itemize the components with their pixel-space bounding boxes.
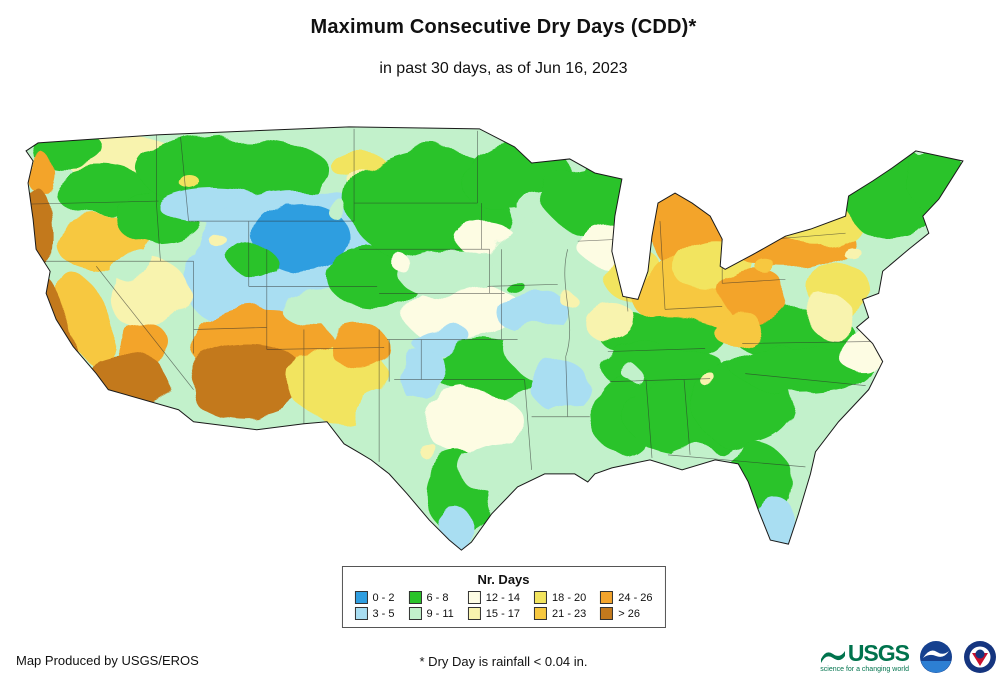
usgs-wordmark: USGS [847, 639, 910, 666]
legend-item: 6 - 8 [408, 591, 453, 604]
legend-label: 21 - 23 [552, 607, 587, 620]
legend-columns: 0 - 2 3 - 5 6 - 8 9 - 11 12 - 14 [354, 591, 653, 620]
agency-logos: USGS science for a changing world [820, 640, 997, 674]
legend-swatch [600, 591, 614, 604]
legend-swatch [408, 607, 422, 620]
dry-day-note: * Dry Day is rainfall < 0.04 in. [419, 654, 588, 669]
us-map-svg [25, 126, 964, 551]
us-cdd-map [8, 120, 986, 558]
legend-label: 18 - 20 [552, 591, 587, 604]
legend-item: 9 - 11 [408, 607, 454, 620]
state-borders [30, 128, 873, 470]
usgs-tagline: science for a changing world [820, 665, 909, 673]
page-subtitle: in past 30 days, as of Jun 16, 2023 [379, 60, 628, 77]
legend-swatch [354, 591, 368, 604]
usgs-wave-icon [820, 650, 845, 663]
legend-label: 9 - 11 [426, 607, 454, 620]
legend-label: 0 - 2 [372, 591, 395, 604]
legend-item: 24 - 26 [600, 591, 653, 604]
legend-item: 15 - 17 [467, 607, 521, 620]
legend-label: 3 - 5 [372, 607, 395, 620]
legend-label: 15 - 17 [485, 607, 521, 620]
legend-swatch [408, 591, 422, 604]
page-title: Maximum Consecutive Dry Days (CDD)* [310, 16, 697, 38]
legend-item: > 26 [600, 607, 652, 620]
usgs-logo: USGS science for a changing world [820, 639, 910, 673]
legend-item: 21 - 23 [534, 607, 586, 620]
legend-box: Nr. Days 0 - 2 3 - 5 6 - 8 9 - 11 [341, 566, 666, 628]
legend-title: Nr. Days [477, 572, 530, 587]
legend-item: 0 - 2 [354, 591, 394, 604]
legend-label: 6 - 8 [426, 591, 449, 604]
legend-label: 12 - 14 [485, 591, 521, 604]
legend-item: 12 - 14 [467, 591, 521, 604]
legend-swatch [467, 591, 481, 604]
legend-swatch [534, 591, 548, 604]
legend-label: 24 - 26 [618, 591, 653, 604]
legend-swatch [600, 607, 614, 620]
legend-label: > 26 [618, 607, 641, 620]
legend-swatch [354, 607, 368, 620]
legend-item: 18 - 20 [534, 591, 586, 604]
legend-swatch [467, 607, 481, 620]
nws-logo [964, 641, 996, 673]
legend-swatch [534, 607, 548, 620]
noaa-logo [920, 641, 952, 673]
map-credit: Map Produced by USGS/EROS [16, 653, 199, 668]
legend-item: 3 - 5 [354, 607, 394, 620]
